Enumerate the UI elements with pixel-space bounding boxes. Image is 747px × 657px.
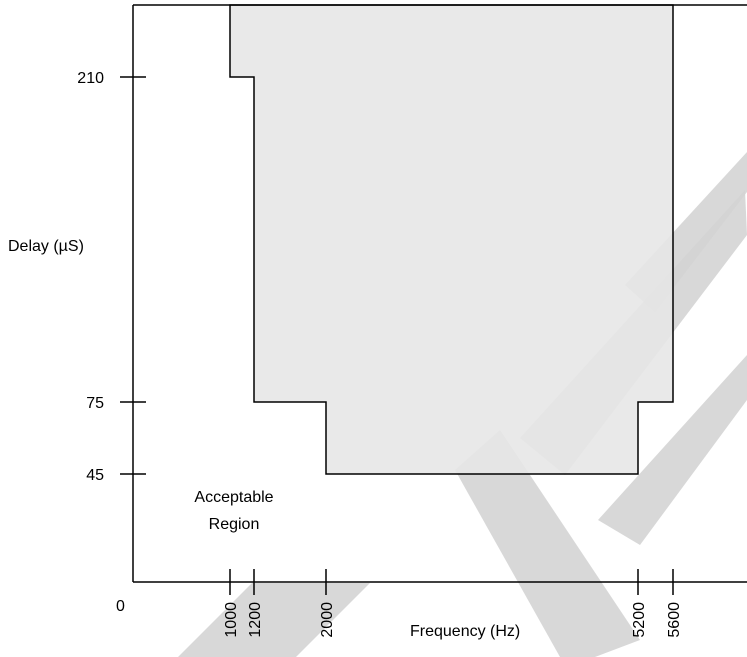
axes: 45 75 210 1000 1200 2000 5200 5600	[77, 4, 747, 638]
y-tick-label-45: 45	[86, 467, 104, 484]
watermark-stroke-1	[178, 583, 370, 657]
x-tick-label-2000: 2000	[319, 602, 336, 638]
y-axis-label: Delay (µS)	[8, 238, 84, 255]
watermark-stroke-2	[455, 430, 640, 657]
x-tick-label-1000: 1000	[223, 602, 240, 638]
plot-area	[229, 4, 674, 475]
y-tick-label-210: 210	[77, 70, 104, 87]
y-tick-label-75: 75	[86, 395, 104, 412]
watermark-stroke-4	[598, 355, 747, 545]
x-axis-label: Frequency (Hz)	[410, 623, 520, 640]
x-tick-label-5200: 5200	[631, 602, 648, 638]
origin-label: 0	[116, 598, 125, 615]
boundary-area	[229, 4, 674, 475]
region-label-line2: Region	[209, 516, 260, 533]
x-tick-label-5600: 5600	[666, 602, 683, 638]
region-label-line1: Acceptable	[194, 489, 273, 506]
x-tick-label-1200: 1200	[247, 602, 264, 638]
labels: Delay (µS) Frequency (Hz) 0 Acceptable R…	[8, 238, 520, 640]
